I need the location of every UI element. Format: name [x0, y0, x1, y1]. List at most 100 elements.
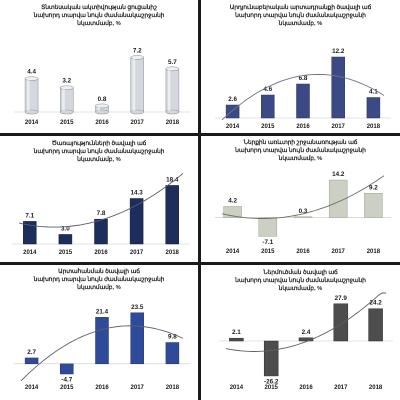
data-label: 4.4 — [27, 69, 36, 76]
bar-highlight — [132, 58, 136, 111]
chart-panel-industrial-output: Արդյունաբերական արտադրանքի ծավալի աճ նախո… — [201, 0, 400, 133]
bar-base — [165, 109, 180, 115]
bar — [165, 66, 180, 115]
chart-title-line: Ծառայությունների ծավալի աճ — [52, 140, 147, 147]
x-tick-label: 2016 — [296, 124, 310, 130]
bar-base — [130, 109, 144, 115]
bar — [95, 103, 109, 115]
bar-base — [95, 109, 109, 115]
bar — [223, 206, 242, 218]
chart-title-line: նախորդ տարվա նույն ժամանակաշրջանի — [234, 277, 366, 284]
data-label: 5.7 — [168, 59, 177, 66]
chart-panel-domestic-trade: Ներքին առևտրի շրջանառության աճ նախորդ տար… — [201, 136, 400, 269]
bar — [130, 55, 144, 115]
chart-panel-services: Ծառայությունների ծավալի աճ նախորդ տարվա ն… — [0, 136, 200, 269]
bar — [333, 303, 349, 342]
bar — [296, 83, 310, 119]
data-label: 23.5 — [131, 304, 144, 311]
chart-title-line: Արտահանման ծավալի աճ — [58, 267, 140, 275]
data-label: 9.8 — [168, 334, 177, 341]
trend-line — [221, 73, 385, 121]
bar-highlight — [62, 88, 65, 111]
x-tick-label: 2017 — [334, 385, 348, 391]
bar-body — [130, 57, 144, 113]
grid-divider-vertical — [198, 0, 201, 400]
bar — [130, 312, 144, 365]
bar — [23, 221, 37, 245]
trend-line — [20, 325, 184, 382]
data-label: 4.6 — [263, 86, 272, 93]
x-tick-label: 2016 — [95, 120, 109, 126]
data-label: -7.1 — [262, 239, 273, 246]
bar-highlight — [97, 106, 100, 111]
bar-cap — [165, 66, 180, 72]
bar — [24, 76, 39, 115]
data-label: 18.4 — [166, 176, 179, 183]
bar — [165, 342, 180, 365]
bar-cap — [130, 55, 144, 60]
bar — [331, 56, 345, 119]
data-label: 7.8 — [97, 210, 106, 217]
chart-title-line: Ներքին առևտրի շրջանառության աճ — [243, 139, 358, 146]
chart-panel-economic-activity: Տնտեսական ակտիվության ցուցանիշ նախորդ տար… — [0, 0, 200, 133]
data-label: 3.0 — [61, 225, 70, 232]
data-label: 7.2 — [133, 47, 142, 54]
chart-title-line: Արդյունաբերական արտադրանքի ծավալի աճ — [230, 4, 372, 11]
data-label: 21.4 — [96, 308, 109, 315]
bar — [95, 317, 109, 365]
data-label: 2.6 — [228, 96, 237, 103]
bar — [258, 217, 278, 237]
x-tick-label: 2017 — [131, 385, 145, 391]
data-label: 4.2 — [228, 197, 237, 204]
x-tick-label: 2015 — [59, 250, 73, 256]
chart-panel-exports: Արտահանման ծավալի աճ նախորդ տարվա նույն ժ… — [0, 265, 200, 398]
bar-cap — [95, 103, 109, 109]
data-label: 24.2 — [369, 300, 382, 307]
x-tick-label: 2014 — [226, 124, 240, 130]
bar — [328, 179, 348, 218]
chart-title-line: նախորդ տարվա նույն ժամանակաշրջանի — [33, 148, 165, 155]
bar — [129, 198, 144, 245]
x-tick-label: 2018 — [367, 124, 381, 130]
chart-title-line: նկատմամբ, % — [278, 20, 323, 27]
x-tick-label: 2014 — [25, 120, 39, 126]
x-tick-label: 2015 — [261, 124, 275, 130]
x-tick-label: 2018 — [367, 249, 381, 255]
x-tick-label: 2016 — [95, 385, 109, 391]
bar — [94, 218, 108, 245]
bar — [165, 185, 179, 245]
trend-line — [19, 173, 184, 228]
x-tick-label: 2014 — [25, 385, 39, 391]
bar-body — [24, 78, 39, 113]
bar — [298, 337, 314, 342]
bar-highlight — [167, 69, 171, 111]
data-label: 0.3 — [299, 208, 308, 215]
bar — [229, 337, 244, 342]
data-label: 2.7 — [27, 349, 36, 356]
data-label: 12.2 — [332, 48, 345, 55]
bar — [24, 357, 39, 365]
chart-title-line: նախորդ տարվա նույն ժամանակաշրջանի — [234, 12, 366, 19]
bar-body — [59, 87, 74, 113]
chart-title-line: Տնտեսական ակտիվության ցուցանիշ — [41, 4, 157, 11]
chart-title-line: նկատմամբ, % — [278, 285, 323, 292]
x-tick-label: 2018 — [166, 120, 180, 126]
bar — [263, 340, 279, 377]
bar-cap — [60, 85, 74, 91]
bar — [58, 234, 73, 245]
bar-base — [24, 109, 39, 115]
chart-industrial-output: Արդյունաբերական արտադրանքի ծավալի աճնախո… — [215, 4, 391, 130]
data-label: 6.8 — [299, 75, 308, 82]
chart-title-line: նկատմամբ, % — [76, 284, 121, 291]
bar — [293, 216, 313, 218]
bar — [366, 97, 381, 119]
bar-body — [165, 68, 180, 113]
bar-highlight — [27, 79, 30, 111]
chart-title-line: նկատմամբ, % — [76, 20, 121, 27]
trend-line — [225, 292, 386, 352]
